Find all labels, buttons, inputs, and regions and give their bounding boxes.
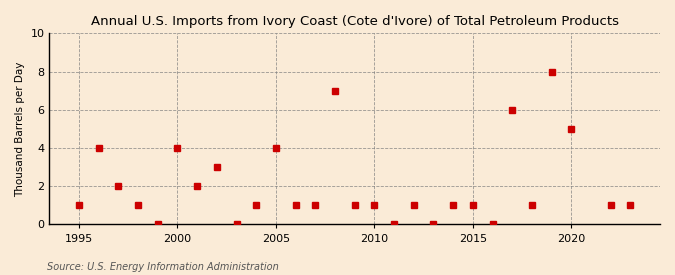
- Text: Source: U.S. Energy Information Administration: Source: U.S. Energy Information Administ…: [47, 262, 279, 272]
- Y-axis label: Thousand Barrels per Day: Thousand Barrels per Day: [15, 61, 25, 197]
- Title: Annual U.S. Imports from Ivory Coast (Cote d'Ivore) of Total Petroleum Products: Annual U.S. Imports from Ivory Coast (Co…: [90, 15, 619, 28]
